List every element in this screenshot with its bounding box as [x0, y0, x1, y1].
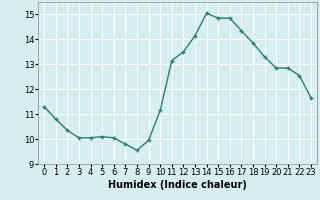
X-axis label: Humidex (Indice chaleur): Humidex (Indice chaleur)	[108, 180, 247, 190]
